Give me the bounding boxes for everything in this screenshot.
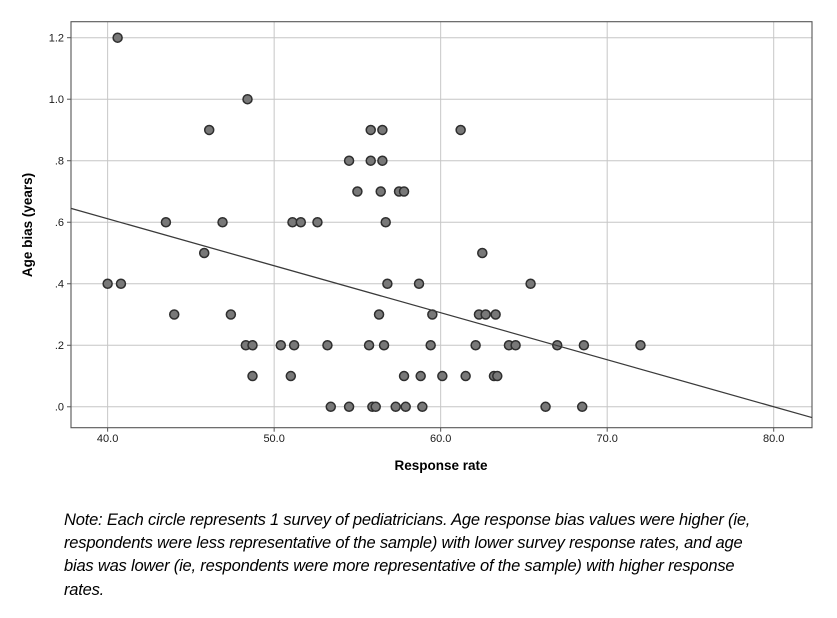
data-point [455,124,466,136]
data-point [217,216,228,228]
data-point [417,401,428,413]
data-point [380,216,391,228]
x-tick-label: 80.0 [763,433,784,445]
data-point [160,216,172,228]
data-point [540,401,551,413]
data-point [352,186,363,197]
data-point [377,155,388,166]
data-point [492,370,503,382]
data-point [373,309,385,320]
data-point [242,93,253,105]
data-point [203,124,215,136]
data-point [635,340,646,351]
data-point [365,155,376,166]
data-point [168,309,180,320]
data-point [437,370,448,382]
data-point [312,216,323,228]
data-point [578,340,590,351]
data-point [325,401,337,413]
x-tick-label: 60.0 [430,433,451,445]
data-point [460,370,471,382]
data-point [115,278,127,290]
y-tick-label: .4 [55,279,64,291]
axis-ticks [67,37,775,432]
data-point [365,124,376,136]
data-point [480,309,491,320]
data-point [343,401,355,413]
data-point [525,278,536,290]
data-point [225,309,237,320]
data-point [288,340,300,351]
x-tick-label: 70.0 [596,433,617,445]
data-point [382,278,393,290]
data-point [510,340,521,351]
data-point [322,340,333,351]
data-point [275,340,287,351]
data-point [390,401,401,413]
y-axis-title: Age bias (years) [20,173,35,277]
data-point [576,401,588,413]
data-point [198,247,210,259]
data-point [378,340,390,351]
data-point [425,340,436,351]
data-point [343,155,355,166]
tick-labels: 40.0 50.0 60.0 70.0 80.0 .0 .2 .4 .6 .8 1.0 1.2 [49,32,785,445]
x-tick-label: 50.0 [263,433,284,445]
data-point [375,186,386,197]
y-tick-label: 1.2 [49,32,64,44]
data-point [413,278,425,290]
data-point [295,216,307,228]
data-point [477,247,488,259]
data-point [285,370,297,382]
gridlines [71,21,812,428]
note-line: rates. [64,580,105,599]
note-text: Note: Each circle represents 1 survey of… [64,509,809,602]
y-tick-label: .2 [55,340,64,352]
data-point [398,186,410,197]
x-tick-label: 40.0 [97,433,118,445]
x-axis-title: Response rate [394,458,488,473]
note-line: bias was lower (ie, respondents were mor… [64,557,735,576]
data-point [398,370,410,382]
data-point [377,124,388,136]
y-tick-label: .0 [55,402,64,414]
note-line: Note: Each circle represents 1 survey of… [64,511,751,529]
data-point [112,32,123,43]
data-point [363,340,375,351]
data-point [490,309,501,320]
data-point [470,340,481,351]
data-points [102,32,646,413]
data-point [415,370,426,382]
regression-line [70,207,813,419]
data-point [247,340,258,351]
y-tick-label: 1.0 [49,94,64,106]
data-point [247,370,258,382]
data-point [400,401,411,413]
data-point [102,278,113,290]
scatter-chart: 40.0 50.0 60.0 70.0 80.0 .0 .2 .4 .6 .8 1.0 1.2 Res… [20,21,813,473]
plot-frame [70,21,813,429]
y-tick-label: .6 [55,217,64,229]
note-line: respondents were less representative of … [64,534,743,553]
y-tick-label: .8 [55,156,64,168]
data-point [370,401,381,413]
